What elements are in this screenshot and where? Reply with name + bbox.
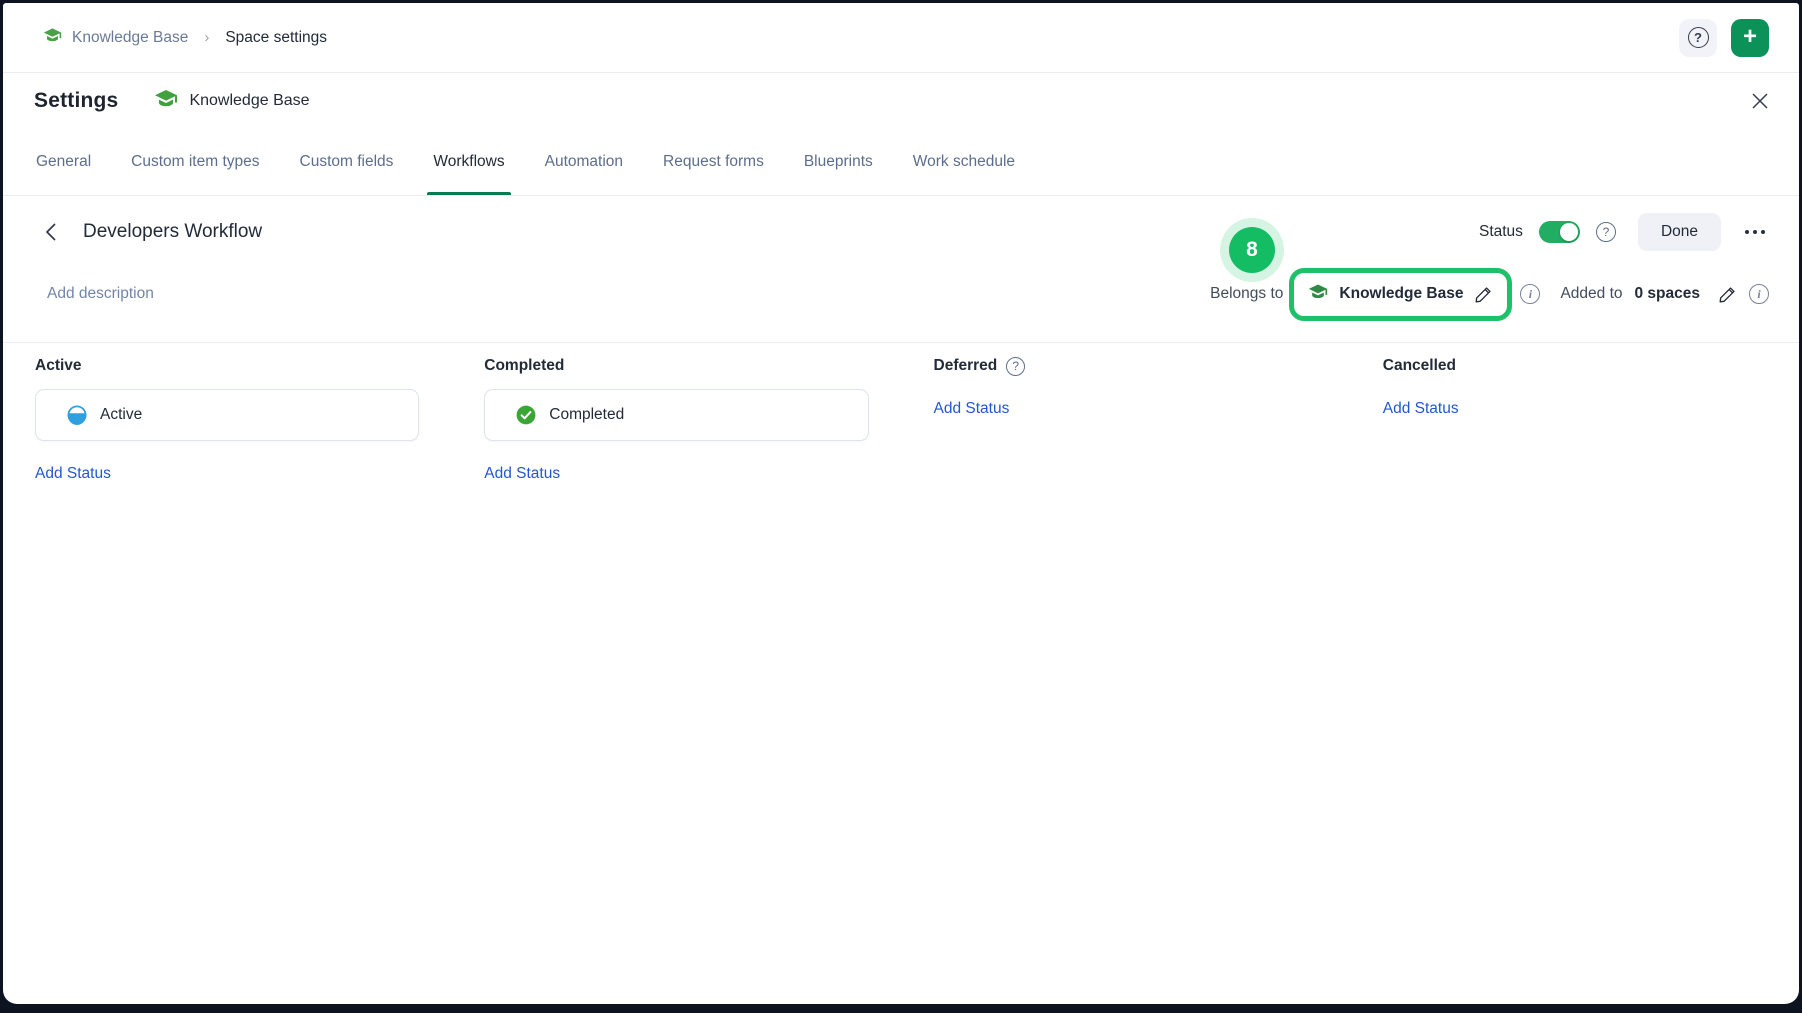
status-column-cancelled: Cancelled Add Status [1383, 356, 1767, 483]
breadcrumb-space-label: Knowledge Base [72, 28, 189, 46]
added-to-value: 0 spaces [1634, 285, 1701, 302]
add-new-button[interactable]: + [1731, 18, 1769, 57]
done-button[interactable]: Done [1637, 212, 1721, 251]
add-status-link[interactable]: Add Status [933, 400, 1010, 417]
add-status-link[interactable]: Add Status [484, 465, 561, 482]
deferred-help-icon[interactable]: ? [1006, 356, 1026, 376]
workflow-header-block: 8 Developers Workflow Status ? Done Add … [3, 196, 1799, 343]
workflow-status-board: Active Active Add Status Completed Co [3, 343, 1799, 483]
settings-space: Knowledge Base [154, 87, 310, 116]
status-column-deferred: Deferred ? Add Status [934, 356, 1318, 483]
check-circle-icon [516, 405, 536, 425]
status-label: Active [100, 406, 143, 423]
more-menu-icon[interactable] [1741, 224, 1769, 240]
belongs-to-info-icon[interactable]: i [1520, 284, 1541, 304]
workflow-title: Developers Workflow [83, 220, 263, 242]
breadcrumb-separator-icon: › [204, 29, 210, 46]
edit-added-to-button[interactable] [1718, 285, 1737, 304]
tab-custom-item-types[interactable]: Custom item types [131, 153, 260, 170]
status-card-completed[interactable]: Completed [484, 389, 869, 441]
plus-icon: + [1742, 22, 1757, 50]
chevron-left-icon [45, 223, 55, 240]
edit-belongs-to-button[interactable] [1474, 285, 1493, 304]
help-button[interactable]: ? [1679, 18, 1717, 57]
added-to-label: Added to [1560, 285, 1623, 302]
breadcrumb-page-label: Space settings [225, 28, 328, 46]
toggle-knob [1559, 222, 1578, 241]
close-settings-button[interactable] [1747, 88, 1773, 114]
half-filled-circle-icon [67, 405, 87, 425]
status-toggle-label: Status [1478, 222, 1523, 240]
status-label: Completed [549, 406, 625, 423]
tab-workflows[interactable]: Workflows [427, 129, 511, 195]
workflow-meta-right: Belongs to Knowledge Base i Added to 0 s… [1210, 267, 1769, 321]
workflow-meta-row: Add description Belongs to Knowledge Bas… [3, 261, 1799, 327]
add-status-link[interactable]: Add Status [35, 465, 111, 482]
belongs-to-chip[interactable]: Knowledge Base [1289, 267, 1513, 321]
tab-work-schedule[interactable]: Work schedule [912, 153, 1016, 170]
settings-space-name: Knowledge Base [189, 92, 310, 109]
belongs-to-value: Knowledge Base [1339, 285, 1464, 302]
status-help-icon[interactable]: ? [1595, 221, 1616, 242]
back-button[interactable] [39, 221, 61, 243]
column-heading: Cancelled [1382, 357, 1456, 374]
tab-blueprints[interactable]: Blueprints [803, 153, 873, 170]
breadcrumb: Knowledge Base › Space settings [43, 26, 327, 50]
settings-tabs: General Custom item types Custom fields … [3, 129, 1799, 196]
app-screen: Knowledge Base › Space settings ? + Sett… [3, 3, 1799, 1004]
workflow-actions: Status ? Done [1478, 212, 1769, 251]
settings-header: Settings Knowledge Base [3, 73, 1799, 129]
added-to-info-icon[interactable]: i [1749, 284, 1769, 304]
settings-title: Settings [34, 89, 119, 112]
close-icon [1752, 93, 1768, 109]
graduation-cap-icon [1308, 282, 1328, 307]
add-status-link[interactable]: Add Status [1382, 400, 1459, 417]
top-bar: Knowledge Base › Space settings ? + [3, 3, 1799, 73]
tab-general[interactable]: General [36, 153, 92, 170]
step-badge-number: 8 [1229, 227, 1275, 273]
belongs-to-label: Belongs to [1210, 285, 1284, 302]
question-circle-icon: ? [1687, 27, 1709, 48]
graduation-cap-icon [154, 87, 178, 116]
status-column-active: Active Active Add Status [35, 356, 420, 483]
tab-custom-fields[interactable]: Custom fields [299, 153, 394, 170]
workflow-title-row: Developers Workflow Status ? Done [3, 196, 1799, 261]
status-card-active[interactable]: Active [35, 389, 420, 441]
column-heading: Active [35, 357, 82, 374]
status-toggle[interactable] [1538, 220, 1580, 243]
topbar-actions: ? + [1679, 18, 1769, 57]
tab-automation[interactable]: Automation [544, 153, 624, 170]
column-heading: Deferred [933, 357, 998, 374]
graduation-cap-icon [43, 26, 62, 50]
status-column-completed: Completed Completed Add Status [484, 356, 869, 483]
pencil-icon [1719, 286, 1735, 302]
step-badge: 8 [1220, 218, 1284, 282]
breadcrumb-space-link[interactable]: Knowledge Base [43, 26, 188, 50]
column-heading: Completed [484, 357, 565, 374]
add-description-link[interactable]: Add description [47, 285, 154, 302]
tab-request-forms[interactable]: Request forms [663, 153, 764, 170]
pencil-icon [1475, 286, 1492, 302]
